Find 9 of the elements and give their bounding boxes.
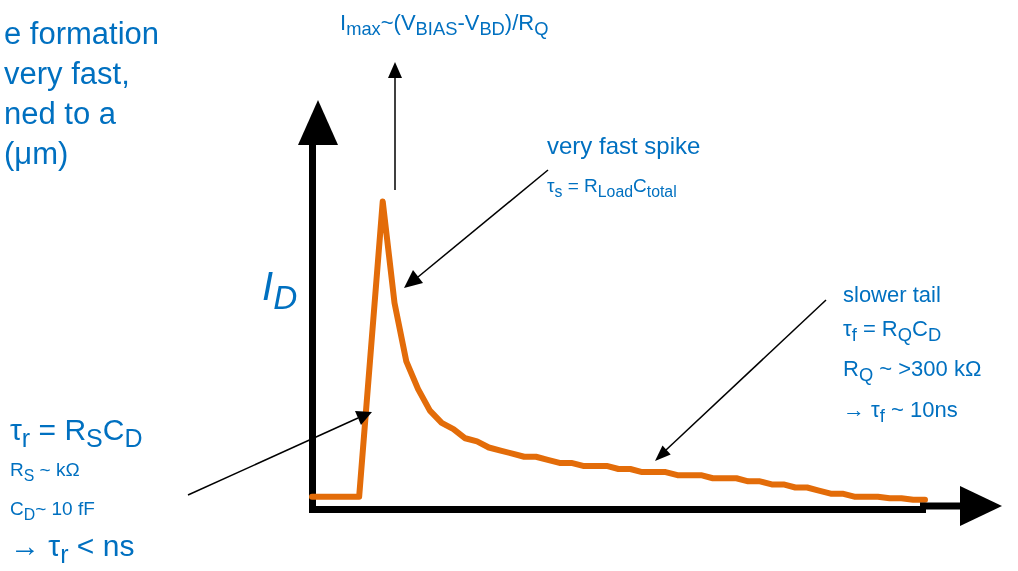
y-axis-title: I$_{D}$ — [262, 263, 298, 318]
text: R$_{S}$ ~ kΩ C$_{D}$~ 10 fF — [10, 459, 95, 523]
text: → τ$_{r}$ < ns — [10, 528, 135, 569]
text: I$_{max}$~(V$_{BIAS}$-V$_{BD}$)/R$_{Q}$ — [340, 10, 549, 41]
text: τ$_{s}$ = R$_{Load}$C$_{total}$ — [547, 175, 677, 202]
text: slower tail τ$_{f}$ = R$_{Q}$C$_{D}$ R$_{Q}$ ~ >300 kΩ → τ$_{f}$ ~ 10ns — [843, 282, 982, 427]
text: τ$_{r}$ = R$_{S}$C$_{D}$ — [10, 412, 143, 453]
text: very fast spike — [547, 132, 701, 161]
text: e formation very fast, ned to a (μm) — [4, 15, 160, 173]
